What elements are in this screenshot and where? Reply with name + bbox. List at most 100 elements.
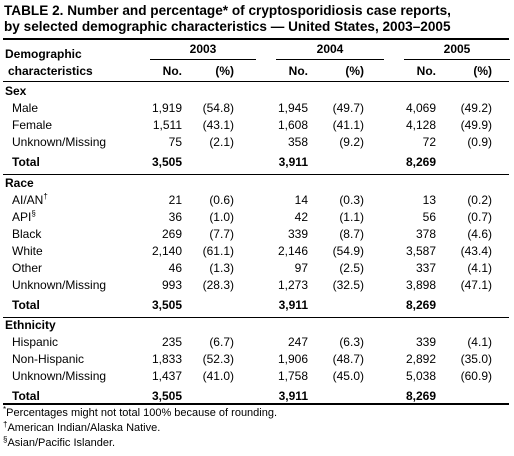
count-cell: 42 bbox=[294, 210, 308, 224]
header-no-2004: No. bbox=[288, 64, 308, 78]
percent-cell: (0.9) bbox=[467, 135, 492, 149]
percent-cell: (4.6) bbox=[467, 227, 492, 241]
total-count-cell: 3,911 bbox=[278, 389, 308, 403]
count-cell: 2,146 bbox=[277, 244, 308, 258]
percent-cell: (54.9) bbox=[332, 244, 364, 258]
table-title-line-1: TABLE 2. Number and percentage* of crypt… bbox=[4, 3, 451, 18]
count-cell: 4,128 bbox=[405, 118, 436, 132]
header-demographic-line-1: Demographic bbox=[5, 47, 82, 61]
section-rule bbox=[3, 317, 509, 318]
count-cell: 993 bbox=[161, 278, 182, 292]
header-no-2003: No. bbox=[162, 64, 182, 78]
total-label: Total bbox=[12, 155, 40, 169]
header-year-2003: 2003 bbox=[189, 42, 217, 56]
count-cell: 36 bbox=[168, 210, 182, 224]
count-cell: 2,892 bbox=[405, 352, 436, 366]
row-label-text: Female bbox=[12, 118, 53, 132]
row-label-text: Unknown/Missing bbox=[12, 369, 107, 383]
count-cell: 339 bbox=[415, 335, 436, 349]
percent-cell: (43.4) bbox=[460, 244, 492, 258]
row-label: API§ bbox=[12, 209, 36, 225]
row-label: Female bbox=[12, 118, 52, 132]
header-pct-2005: (%) bbox=[473, 64, 492, 78]
percent-cell: (43.1) bbox=[202, 118, 234, 132]
footnote-text: Asian/Pacific Islander. bbox=[7, 437, 116, 449]
count-cell: 1,945 bbox=[277, 101, 308, 115]
count-cell: 72 bbox=[422, 135, 436, 149]
row-label-text: Unknown/Missing bbox=[12, 135, 107, 149]
percent-cell: (6.3) bbox=[339, 335, 364, 349]
footnote: §Asian/Pacific Islander. bbox=[3, 436, 116, 450]
row-label: Hispanic bbox=[12, 335, 58, 349]
count-cell: 269 bbox=[161, 227, 182, 241]
percent-cell: (47.1) bbox=[460, 278, 492, 292]
row-label: Unknown/Missing bbox=[12, 135, 106, 149]
row-label: Black bbox=[12, 227, 41, 241]
row-label-text: Black bbox=[12, 227, 42, 241]
total-count-cell: 8,269 bbox=[405, 298, 436, 312]
count-cell: 1,906 bbox=[277, 352, 308, 366]
count-cell: 14 bbox=[294, 193, 308, 207]
percent-cell: (49.2) bbox=[460, 101, 492, 115]
percent-cell: (7.7) bbox=[209, 227, 234, 241]
count-cell: 235 bbox=[161, 335, 182, 349]
row-label-text: Hispanic bbox=[12, 335, 59, 349]
row-label-text: Unknown/Missing bbox=[12, 278, 107, 292]
footnote: *Percentages might not total 100% becaus… bbox=[3, 405, 277, 420]
percent-cell: (28.3) bbox=[202, 278, 234, 292]
total-label: Total bbox=[12, 389, 40, 403]
count-cell: 1,511 bbox=[152, 118, 182, 132]
section-heading: Race bbox=[5, 176, 34, 190]
row-label: Unknown/Missing bbox=[12, 278, 106, 292]
header-demographic-line-2: characteristics bbox=[8, 64, 93, 78]
header-pct-2004: (%) bbox=[345, 64, 364, 78]
row-label-text: White bbox=[12, 244, 43, 258]
percent-cell: (0.3) bbox=[339, 193, 364, 207]
count-cell: 247 bbox=[287, 335, 308, 349]
count-cell: 1,833 bbox=[151, 352, 182, 366]
count-cell: 378 bbox=[415, 227, 436, 241]
row-label: Unknown/Missing bbox=[12, 369, 106, 383]
total-count-cell: 8,269 bbox=[405, 155, 436, 169]
count-cell: 97 bbox=[294, 261, 308, 275]
group-rule-2004 bbox=[276, 59, 384, 60]
footnote-mark: * bbox=[3, 405, 7, 414]
group-rule-2003 bbox=[150, 59, 256, 60]
count-cell: 1,919 bbox=[151, 101, 182, 115]
percent-cell: (54.8) bbox=[202, 101, 234, 115]
percent-cell: (2.5) bbox=[339, 261, 364, 275]
percent-cell: (0.7) bbox=[467, 210, 492, 224]
count-cell: 358 bbox=[287, 135, 308, 149]
count-cell: 21 bbox=[168, 193, 182, 207]
total-count-cell: 3,505 bbox=[151, 155, 182, 169]
header-year-2004: 2004 bbox=[316, 42, 344, 56]
footnote-text: American Indian/Alaska Native. bbox=[7, 422, 161, 434]
row-label: Other bbox=[12, 261, 42, 275]
percent-cell: (45.0) bbox=[332, 369, 364, 383]
percent-cell: (49.7) bbox=[332, 101, 364, 115]
percent-cell: (9.2) bbox=[339, 135, 364, 149]
section-heading: Sex bbox=[5, 84, 27, 98]
total-count-cell: 3,505 bbox=[151, 389, 182, 403]
total-count-cell: 3,911 bbox=[278, 298, 308, 312]
count-cell: 2,140 bbox=[151, 244, 182, 258]
table-title: TABLE 2. Number and percentage* of crypt… bbox=[4, 3, 510, 35]
percent-cell: (32.5) bbox=[332, 278, 364, 292]
footnote-mark: § bbox=[31, 209, 36, 218]
row-label-text: AI/AN bbox=[12, 193, 44, 207]
percent-cell: (41.0) bbox=[202, 369, 234, 383]
percent-cell: (6.7) bbox=[209, 335, 234, 349]
row-label-text: Male bbox=[12, 101, 39, 115]
count-cell: 46 bbox=[168, 261, 182, 275]
count-cell: 4,069 bbox=[405, 101, 436, 115]
percent-cell: (2.1) bbox=[209, 135, 234, 149]
total-count-cell: 3,505 bbox=[151, 298, 182, 312]
count-cell: 339 bbox=[287, 227, 308, 241]
header-rule bbox=[3, 81, 509, 82]
percent-cell: (1.3) bbox=[209, 261, 234, 275]
percent-cell: (61.1) bbox=[202, 244, 234, 258]
row-label: AI/AN† bbox=[12, 193, 48, 208]
total-count-cell: 3,911 bbox=[278, 155, 308, 169]
total-count-cell: 8,269 bbox=[405, 389, 436, 403]
count-cell: 5,038 bbox=[405, 369, 436, 383]
